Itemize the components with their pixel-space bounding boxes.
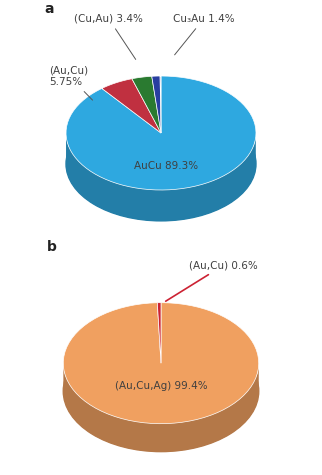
Polygon shape <box>132 76 161 133</box>
Text: (Au,Cu) 0.6%: (Au,Cu) 0.6% <box>166 260 258 301</box>
Polygon shape <box>157 303 161 363</box>
Polygon shape <box>152 76 161 133</box>
Text: (Cu,Au) 3.4%: (Cu,Au) 3.4% <box>74 14 143 59</box>
Ellipse shape <box>63 331 259 452</box>
Text: a: a <box>45 2 54 16</box>
Text: AuCu 89.3%: AuCu 89.3% <box>134 161 198 171</box>
Polygon shape <box>66 134 256 221</box>
Polygon shape <box>63 303 259 424</box>
Polygon shape <box>102 79 161 133</box>
Polygon shape <box>160 76 161 133</box>
Text: b: b <box>47 240 57 254</box>
Text: (Au,Cu,Ag) 99.4%: (Au,Cu,Ag) 99.4% <box>115 381 207 391</box>
Text: Cu₃Au 1.4%: Cu₃Au 1.4% <box>173 14 234 55</box>
Text: (Au,Cu)
5.75%: (Au,Cu) 5.75% <box>49 65 92 100</box>
Polygon shape <box>66 76 256 190</box>
Polygon shape <box>63 364 259 452</box>
Ellipse shape <box>66 107 256 221</box>
